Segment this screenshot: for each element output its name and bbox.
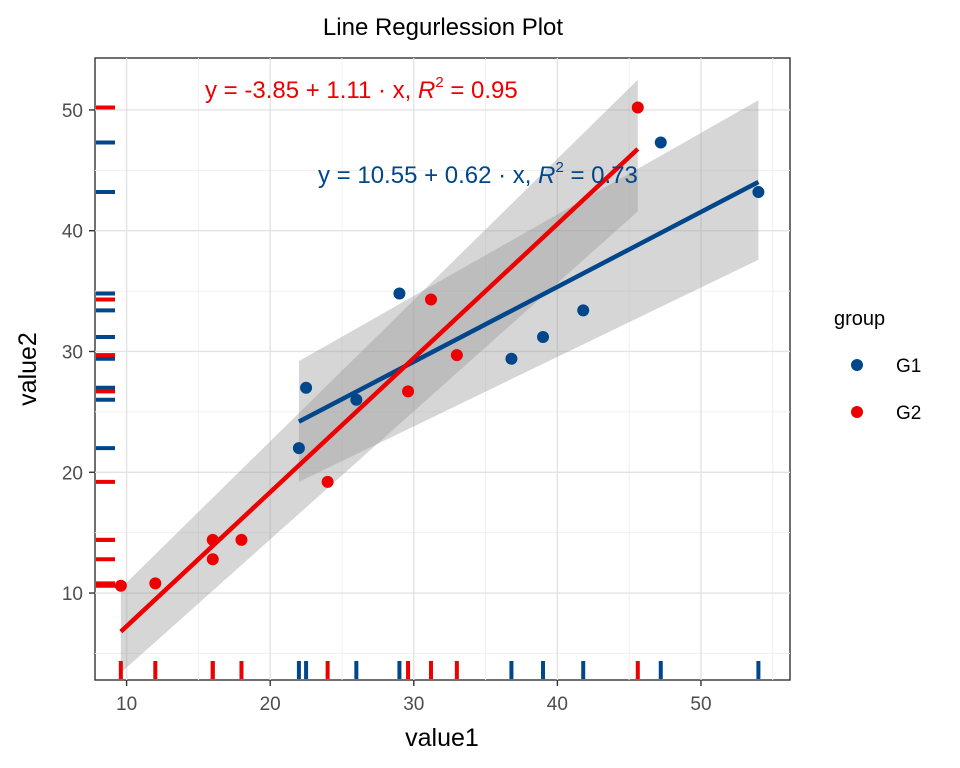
regression-lines [119, 147, 760, 634]
y-axis-title: value2 [14, 332, 42, 406]
point-g1 [577, 304, 590, 317]
y-tick-label: 40 [62, 222, 83, 243]
point-g1 [350, 393, 363, 406]
confidence-bands [120, 79, 759, 673]
point-g1 [300, 381, 313, 394]
point-g2 [206, 553, 219, 566]
confidence-band-g2 [120, 79, 638, 673]
point-g2 [425, 293, 438, 306]
x-axis-title: value1 [405, 724, 479, 752]
y-tick-label: 50 [62, 101, 83, 122]
legend-key-g1 [851, 359, 863, 371]
legend-label-g1: G1 [896, 356, 921, 377]
fit-line-g2 [119, 147, 640, 634]
point-g2 [114, 579, 127, 592]
point-g2 [450, 349, 463, 362]
point-g1 [537, 330, 550, 343]
legend-title: group [834, 308, 885, 330]
x-tick-label: 10 [116, 694, 137, 715]
chart-title: Line Regurlession Plot [323, 14, 563, 41]
point-g1 [752, 186, 765, 199]
legend: group G1 G2 [834, 308, 921, 424]
y-axis-ticks: 10 20 30 40 50 [62, 101, 95, 605]
y-tick-label: 10 [62, 584, 83, 605]
point-g1 [654, 136, 667, 149]
regression-equations: y = 10.55 + 0.62 · x, R2 = 0.73 y = -3.85… [205, 74, 638, 189]
x-tick-label: 50 [690, 694, 711, 715]
x-tick-label: 20 [260, 694, 281, 715]
equation-g2: y = -3.85 + 1.11 · x, R2 = 0.95 [205, 74, 518, 104]
point-g1 [292, 442, 305, 455]
x-tick-label: 40 [547, 694, 568, 715]
point-g2 [149, 577, 162, 590]
fit-line-g1 [297, 180, 760, 424]
rug-marks [96, 105, 761, 679]
legend-label-g2: G2 [896, 403, 921, 424]
y-tick-label: 30 [62, 342, 83, 363]
y-tick-label: 20 [62, 463, 83, 484]
confidence-band-g1 [298, 100, 759, 482]
data-points [114, 101, 765, 592]
equation-g1: y = 10.55 + 0.62 · x, R2 = 0.73 [318, 159, 638, 189]
point-g1 [393, 287, 406, 300]
x-tick-label: 30 [403, 694, 424, 715]
point-g2 [631, 101, 644, 114]
point-g2 [321, 475, 334, 488]
point-g1 [505, 352, 518, 365]
point-g2 [402, 385, 415, 398]
x-axis-ticks: 10 20 30 40 50 [116, 680, 712, 715]
grid [95, 58, 790, 680]
legend-key-g2 [851, 406, 863, 418]
plot-panel [94, 57, 791, 681]
point-g2 [235, 533, 248, 546]
